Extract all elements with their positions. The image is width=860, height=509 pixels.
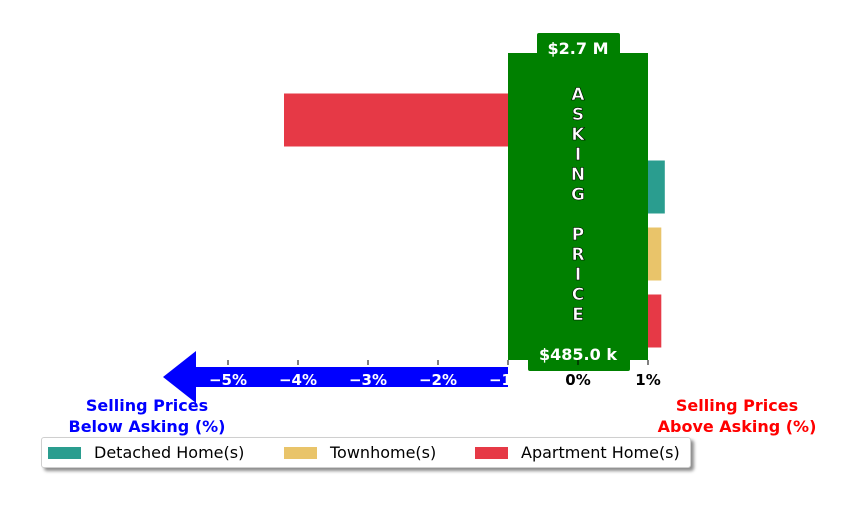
- x-tick-label: 1%: [635, 371, 660, 389]
- asking-price-letter: E: [572, 305, 584, 325]
- legend-item-apartment: Apartment Home(s): [475, 443, 680, 462]
- x-tick-label: −5%: [209, 371, 247, 389]
- legend-label-apartment: Apartment Home(s): [521, 443, 680, 462]
- asking-price-letter: P: [572, 225, 584, 245]
- asking-price-letter: N: [571, 165, 585, 185]
- x-tick-label: −1%: [489, 371, 527, 389]
- legend-label-townhome: Townhome(s): [330, 443, 437, 462]
- asking-price-letter: G: [571, 185, 585, 205]
- top-price-label: $2.7 M: [548, 39, 609, 58]
- x-tick-label: −2%: [419, 371, 457, 389]
- legend-swatch-detached: [48, 446, 81, 459]
- bottom-price-badge: [528, 341, 630, 371]
- asking-price-letter: R: [571, 245, 584, 265]
- below-asking-label: Selling Prices: [86, 396, 208, 415]
- legend-item-detached: Detached Home(s): [48, 443, 284, 462]
- below-asking-arrow: [163, 351, 508, 403]
- asking-price-box: [508, 53, 648, 360]
- above-asking-label: Above Asking (%): [658, 417, 817, 436]
- x-tick-label: −3%: [349, 371, 387, 389]
- asking-price-letter: K: [571, 125, 585, 145]
- asking-price-letter: I: [575, 145, 581, 165]
- legend: Detached Home(s) Townhome(s) Apartment H…: [41, 437, 691, 468]
- legend-label-detached: Detached Home(s): [94, 443, 245, 462]
- legend-swatch-apartment: [475, 446, 508, 459]
- asking-price-letter: C: [572, 285, 584, 305]
- x-tick-label: 0%: [565, 371, 590, 389]
- asking-price-letter: A: [571, 85, 585, 105]
- asking-price-letter: S: [572, 105, 584, 125]
- legend-item-townhome: Townhome(s): [284, 443, 475, 462]
- below-asking-label: Below Asking (%): [69, 417, 226, 436]
- above-asking-label: Selling Prices: [676, 396, 798, 415]
- top-price-badge: [537, 33, 620, 61]
- asking-price-letter: I: [575, 265, 581, 285]
- bottom-price-label: $485.0 k: [539, 345, 617, 364]
- legend-swatch-townhome: [284, 446, 317, 459]
- x-tick-label: −4%: [279, 371, 317, 389]
